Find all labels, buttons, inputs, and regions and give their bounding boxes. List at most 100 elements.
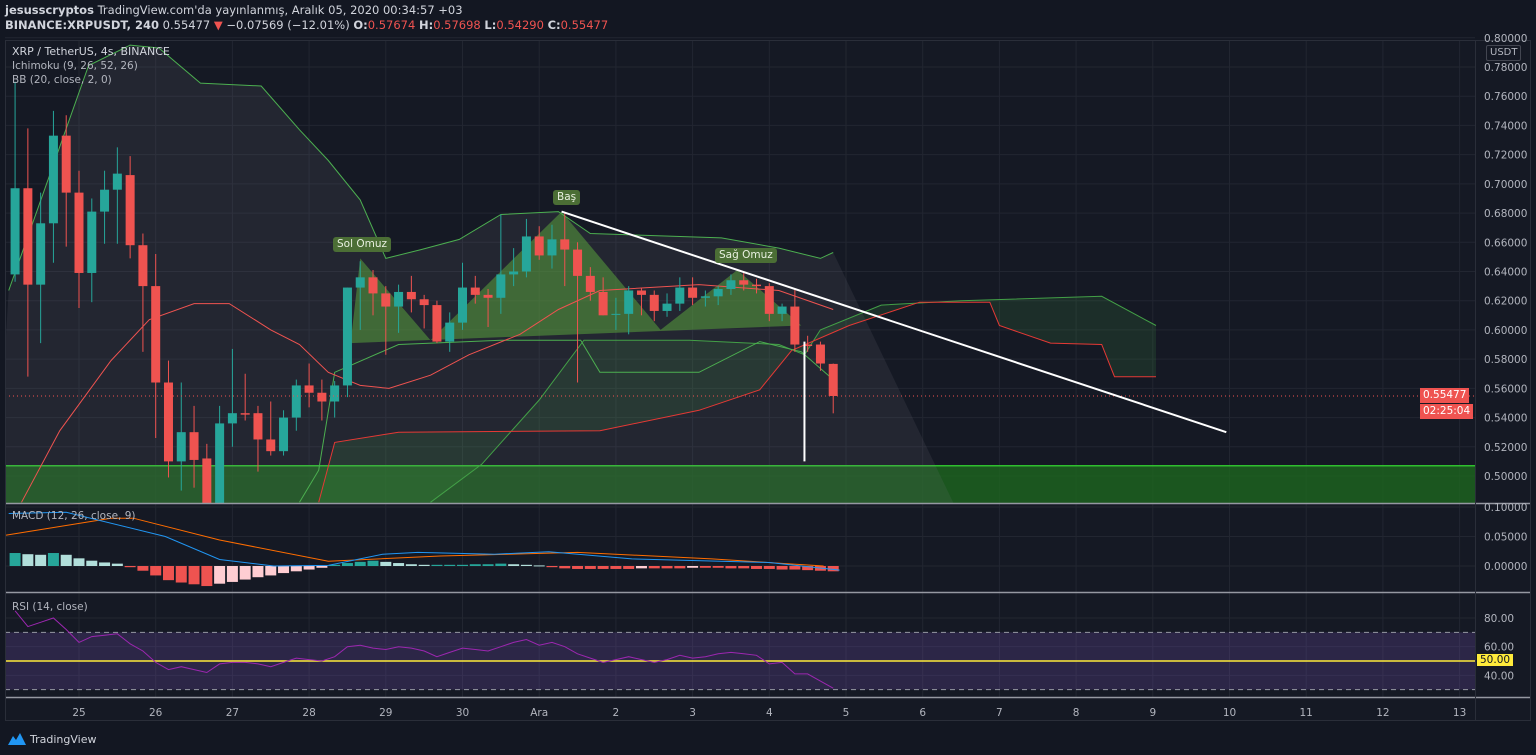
candle[interactable] (163, 360, 173, 478)
price-pane[interactable] (0, 44, 1475, 600)
brand-name: TradingView (30, 732, 97, 746)
candle[interactable] (713, 286, 723, 306)
candle-body (675, 287, 685, 304)
candle[interactable] (10, 81, 20, 282)
price-tick-label: 0.54000 (1484, 413, 1527, 425)
candle[interactable] (48, 110, 58, 263)
support-zone[interactable] (5, 465, 1475, 514)
candle[interactable] (624, 286, 634, 335)
candle[interactable] (815, 341, 825, 371)
candle[interactable] (509, 248, 519, 287)
right-shoulder-label[interactable]: Sağ Omuz (715, 248, 777, 263)
candle[interactable] (227, 348, 237, 447)
macd-histogram-bar (303, 566, 315, 570)
candle[interactable] (739, 271, 749, 291)
candle[interactable] (189, 405, 199, 488)
candle[interactable] (36, 192, 46, 344)
currency-label[interactable]: USDT (1486, 45, 1522, 61)
down-arrow-icon: ▼ (213, 18, 223, 32)
candle[interactable] (394, 284, 404, 333)
macd-histogram-bar (188, 566, 200, 585)
candle[interactable] (573, 242, 583, 383)
candle-body (573, 249, 583, 276)
rsi-pane[interactable] (5, 610, 1475, 691)
candle[interactable] (368, 270, 378, 316)
candle[interactable] (419, 294, 429, 329)
candle[interactable] (381, 286, 391, 355)
main-series-legend[interactable]: XRP / TetherUS, 4s, BINANCE (12, 45, 170, 58)
candle[interactable] (598, 277, 608, 316)
candle[interactable] (534, 226, 544, 260)
candle[interactable] (240, 373, 250, 421)
candle[interactable] (138, 233, 148, 352)
candle[interactable] (470, 275, 480, 304)
candle-body (189, 432, 199, 460)
candle[interactable] (176, 382, 186, 491)
candle[interactable] (432, 300, 442, 344)
macd-histogram-bar (47, 553, 59, 566)
candle[interactable] (662, 293, 672, 317)
candle[interactable] (304, 363, 314, 408)
candle[interactable] (521, 218, 531, 278)
macd-signal-line (5, 517, 824, 567)
candle[interactable] (585, 267, 595, 301)
candle[interactable] (355, 261, 365, 330)
candle[interactable] (483, 289, 493, 328)
candle[interactable] (445, 312, 455, 352)
candle-body (355, 277, 365, 288)
candle[interactable] (100, 170, 110, 244)
candle[interactable] (215, 405, 225, 513)
rsi-legend[interactable]: RSI (14, close) (12, 601, 88, 613)
candle[interactable] (342, 287, 352, 398)
candle[interactable] (726, 274, 736, 295)
candle[interactable] (752, 278, 762, 294)
candle[interactable] (803, 335, 813, 352)
candle[interactable] (151, 253, 161, 439)
macd-histogram-bar (99, 562, 111, 566)
candle[interactable] (291, 379, 301, 431)
left-shoulder-label[interactable]: Sol Omuz (333, 237, 392, 252)
trendline[interactable] (561, 210, 1227, 434)
candle[interactable] (23, 128, 33, 377)
candle-body (713, 289, 723, 297)
candle[interactable] (636, 287, 646, 316)
candle[interactable] (406, 275, 416, 313)
candle[interactable] (611, 297, 621, 330)
candle[interactable] (279, 410, 289, 456)
time-tick-label: 9 (1149, 707, 1156, 719)
candle[interactable] (496, 214, 506, 314)
candle[interactable] (112, 147, 122, 244)
candle[interactable] (547, 224, 557, 269)
candle[interactable] (777, 303, 787, 322)
candle[interactable] (790, 289, 800, 352)
macd-legend[interactable]: MACD (12, 26, close, 9) (12, 510, 136, 522)
candle[interactable] (330, 381, 340, 418)
tradingview-brand[interactable]: TradingView (8, 732, 96, 746)
candle[interactable] (74, 170, 84, 309)
candle[interactable] (560, 213, 570, 287)
candle[interactable] (828, 363, 838, 414)
candle[interactable] (125, 156, 135, 259)
candle[interactable] (317, 379, 327, 421)
ichimoku-legend[interactable]: Ichimoku (9, 26, 52, 26) (12, 60, 138, 72)
candle[interactable] (700, 290, 710, 307)
macd-pane[interactable] (5, 511, 840, 587)
candle[interactable] (266, 401, 276, 456)
macd-histogram-bar (827, 566, 839, 572)
candle[interactable] (764, 283, 774, 322)
price-tick-label: 0.72000 (1484, 150, 1527, 162)
bb-legend[interactable]: BB (20, close, 2, 0) (12, 74, 112, 86)
candle[interactable] (688, 277, 698, 306)
macd-histogram-bar (162, 566, 174, 581)
candle[interactable] (649, 290, 659, 322)
candle[interactable] (458, 262, 467, 330)
candle[interactable] (87, 198, 97, 303)
candle[interactable] (61, 115, 71, 247)
author-name[interactable]: jesusscryptos (5, 3, 94, 17)
candle[interactable] (675, 277, 685, 311)
macd-histogram-bar (763, 566, 775, 569)
head-label[interactable]: Baş (553, 190, 581, 205)
candle[interactable] (202, 443, 212, 513)
candle[interactable] (253, 405, 263, 472)
